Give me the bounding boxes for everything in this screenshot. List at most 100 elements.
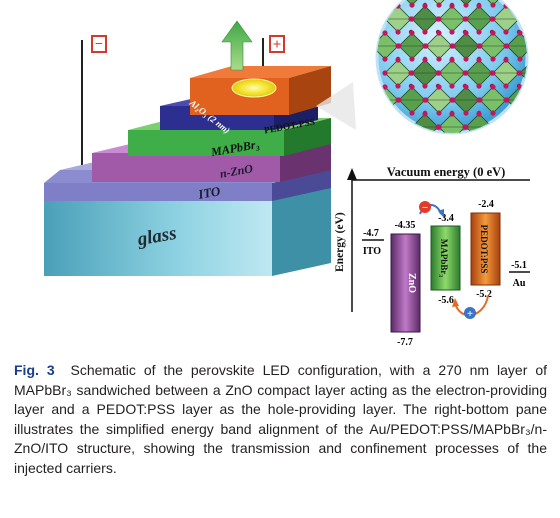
mapbbr-bottom-value: -5.6 <box>438 295 454 306</box>
bromide-atom <box>450 97 456 103</box>
energy-axis-label: Energy (eV) <box>334 212 346 272</box>
bromide-atom <box>516 124 522 130</box>
bromide-atom <box>409 84 415 90</box>
bromide-atom <box>395 57 401 63</box>
bromide-atom <box>503 137 508 142</box>
emission-arrow <box>221 20 253 71</box>
bromide-atom <box>369 97 374 102</box>
zno-bottom-value: -7.7 <box>397 337 413 348</box>
bromide-atom <box>382 56 388 62</box>
bromide-atom <box>490 56 496 62</box>
bromide-atom <box>422 29 428 35</box>
bromide-atom <box>503 57 509 63</box>
bromide-atom <box>490 30 496 36</box>
bromide-atom <box>489 124 495 130</box>
bromide-atom <box>422 57 428 63</box>
bromide-atom <box>449 83 455 89</box>
bromide-atom <box>382 124 388 130</box>
bromide-atom <box>422 3 428 9</box>
bromide-atom <box>543 16 548 21</box>
bromide-atom <box>436 84 442 90</box>
bromide-atom <box>463 2 469 8</box>
svg-text:−: − <box>422 202 428 214</box>
cation-atom <box>409 138 413 142</box>
pedot-bottom-value: -5.2 <box>476 289 492 300</box>
cation-atom <box>531 111 535 115</box>
bromide-atom <box>422 137 427 142</box>
bromide-atom <box>382 70 388 76</box>
bromide-atom <box>396 43 402 49</box>
svg-text:+: + <box>273 37 282 53</box>
bromide-atom <box>369 43 374 48</box>
ito-label: ITO <box>196 183 222 202</box>
cation-atom <box>544 30 548 34</box>
bromide-atom <box>476 137 481 142</box>
figure-label: Fig. 3 <box>14 362 55 378</box>
cation-atom <box>544 84 548 88</box>
bromide-atom <box>463 56 469 62</box>
bromide-atom <box>530 137 535 142</box>
mapbbr-top-value: -3.4 <box>438 213 454 224</box>
electron-marker <box>419 201 431 213</box>
cation-atom <box>517 138 521 142</box>
bromide-atom <box>463 84 469 90</box>
figure-caption: Fig. 3 Schematic of the perovskite LED c… <box>14 361 547 479</box>
bromide-atom <box>517 56 523 62</box>
bromide-atom <box>517 2 523 8</box>
bromide-atom <box>463 110 469 116</box>
negative-terminal: − <box>91 35 107 53</box>
bromide-atom <box>476 83 482 89</box>
bromide-atom <box>408 124 414 130</box>
mapbbr-band-label: MAPbBr₃ <box>439 239 449 277</box>
bromide-atom <box>517 124 523 130</box>
bromide-atom <box>530 57 535 62</box>
cation-atom <box>436 138 440 142</box>
octahedron-shape <box>506 0 527 6</box>
ito-level-value: -4.7 <box>363 228 379 239</box>
perovskite-crystal-inset <box>316 0 548 142</box>
cation-atom <box>463 138 467 142</box>
bromide-atom <box>436 70 442 76</box>
bromide-atom <box>395 137 400 142</box>
bromide-atom <box>476 111 482 117</box>
bromide-atom <box>436 2 442 8</box>
bromide-atom <box>530 97 535 102</box>
bromide-atom <box>409 110 415 116</box>
bromide-atom <box>517 30 523 36</box>
au-band-label: Au <box>513 278 526 289</box>
bromide-atom <box>396 97 402 103</box>
bromide-atom <box>490 110 496 116</box>
ito-band-label: ITO <box>363 246 381 257</box>
svg-text:−: − <box>95 37 103 52</box>
bromide-atom <box>463 70 469 76</box>
bromide-atom <box>436 16 442 22</box>
figure: glass ITO n-ZnO MAPbBr₃ Al₂O₃ (2 nm) PED… <box>44 0 548 348</box>
bromide-atom <box>382 84 388 90</box>
bromide-atom <box>530 83 535 88</box>
bromide-atom <box>382 2 388 8</box>
bromide-atom <box>436 124 442 130</box>
bromide-atom <box>436 56 442 62</box>
bromide-atom <box>517 70 523 76</box>
octahedron-shape <box>377 0 399 6</box>
bromide-atom <box>476 3 482 9</box>
bromide-atom <box>382 110 388 116</box>
bromide-atom <box>409 56 415 62</box>
bromide-atom <box>543 70 548 75</box>
bromide-atom <box>477 97 483 103</box>
bromide-atom <box>409 70 415 76</box>
mapbbr-band <box>430 225 461 291</box>
cation-atom <box>531 3 535 7</box>
zno-label: n-ZnO <box>219 161 255 181</box>
bromide-atom <box>463 30 469 36</box>
bromide-atom <box>490 70 496 76</box>
positive-terminal: + <box>269 35 285 53</box>
bromide-atom <box>449 57 455 63</box>
cation-atom <box>531 57 535 61</box>
bromide-atom <box>490 124 496 130</box>
bromide-atom <box>490 16 496 22</box>
emission-glow <box>231 78 277 98</box>
bromide-atom <box>476 57 482 63</box>
bromide-atom <box>463 124 469 130</box>
